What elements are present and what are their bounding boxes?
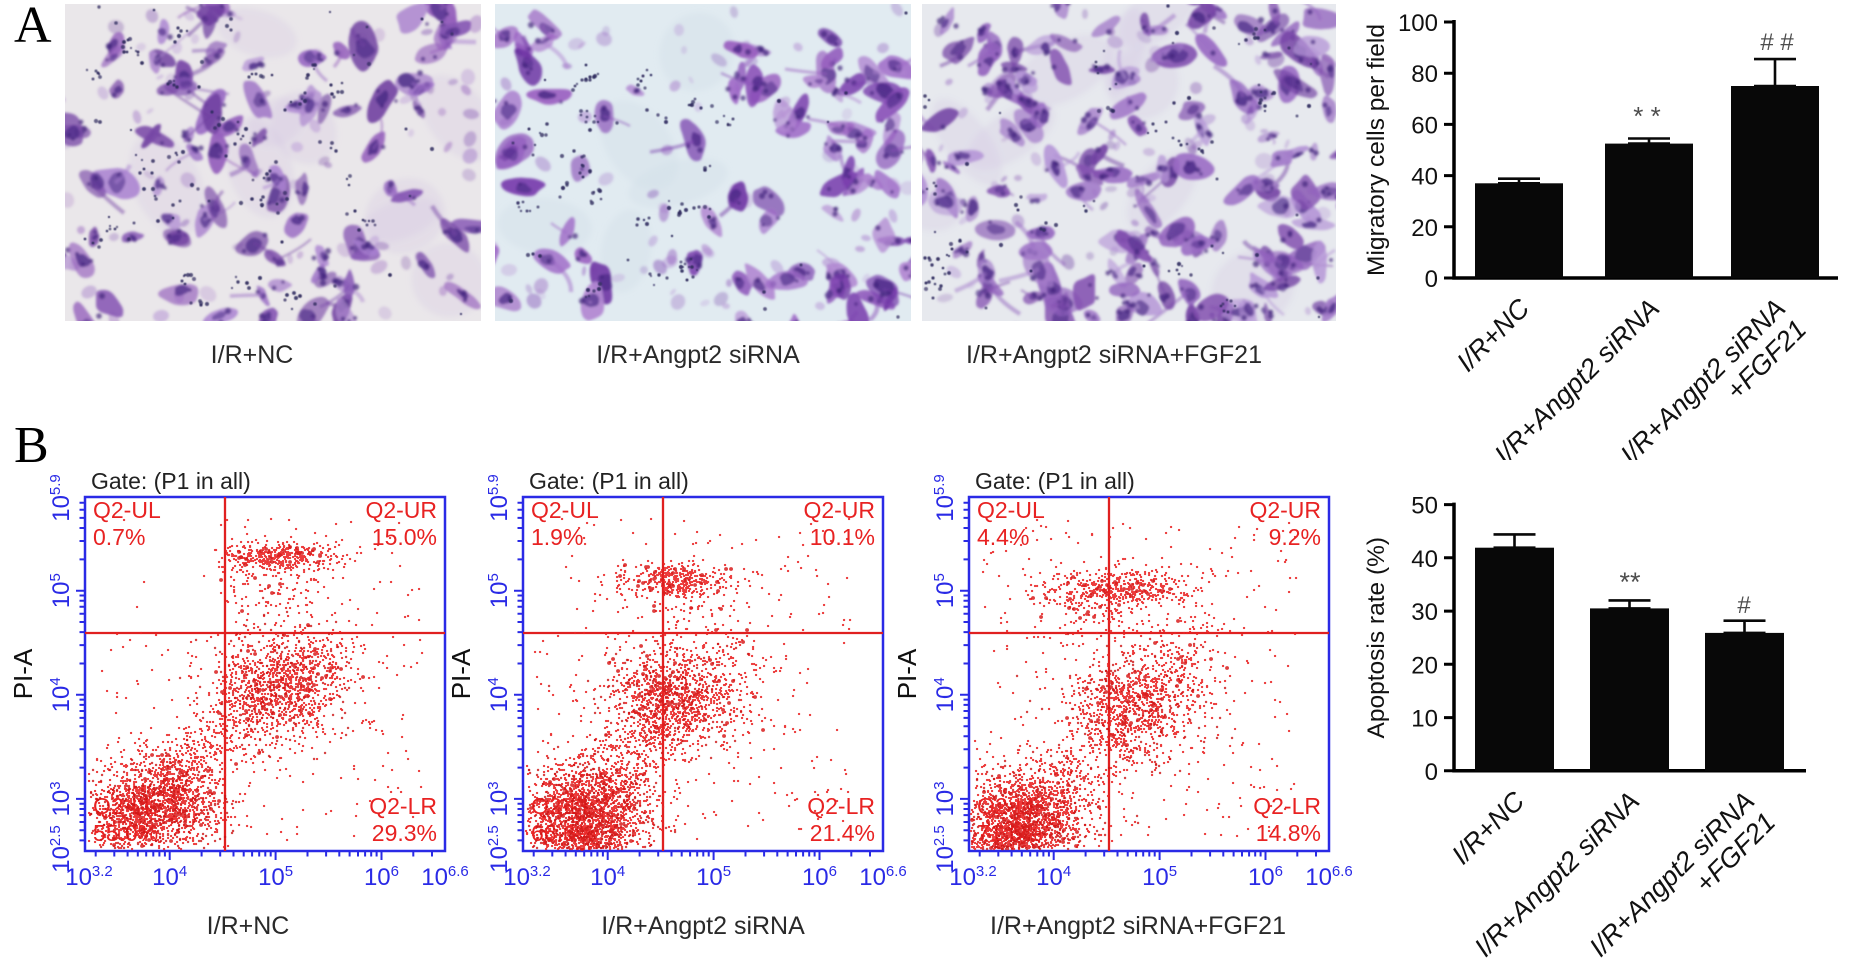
svg-text:105: 105 bbox=[696, 863, 731, 891]
svg-text:102.5: 102.5 bbox=[485, 825, 513, 873]
svg-text:20: 20 bbox=[1411, 652, 1438, 679]
svg-text:Q2-UR: Q2-UR bbox=[1249, 497, 1321, 523]
svg-text:103.2: 103.2 bbox=[65, 863, 113, 891]
svg-text:104: 104 bbox=[485, 677, 513, 712]
svg-text:Q2-UR: Q2-UR bbox=[365, 497, 437, 523]
svg-text:Q2-UL: Q2-UL bbox=[93, 497, 161, 523]
svg-text:1.9%: 1.9% bbox=[531, 524, 583, 550]
svg-text:105.9: 105.9 bbox=[931, 474, 959, 522]
svg-text:103: 103 bbox=[485, 781, 513, 816]
svg-text:104: 104 bbox=[152, 863, 187, 891]
svg-text:0: 0 bbox=[1425, 759, 1438, 786]
svg-text:106: 106 bbox=[364, 863, 399, 891]
svg-text:* *: * * bbox=[1633, 101, 1660, 131]
svg-text:104: 104 bbox=[931, 677, 959, 712]
svg-text:60: 60 bbox=[1411, 112, 1438, 139]
svg-text:Q2-LR: Q2-LR bbox=[1253, 793, 1321, 819]
svg-text:106: 106 bbox=[802, 863, 837, 891]
svg-text:106.6: 106.6 bbox=[859, 863, 907, 891]
svg-text:105: 105 bbox=[485, 573, 513, 608]
svg-text:30: 30 bbox=[1411, 599, 1438, 626]
svg-text:0.7%: 0.7% bbox=[93, 524, 145, 550]
svg-text:15.0%: 15.0% bbox=[372, 524, 437, 550]
svg-text:104: 104 bbox=[1036, 863, 1071, 891]
svg-text:Gate: (P1 in all): Gate: (P1 in all) bbox=[529, 468, 689, 494]
svg-text:106: 106 bbox=[1248, 863, 1283, 891]
svg-text:Q2-UL: Q2-UL bbox=[977, 497, 1045, 523]
svg-text:Migratory cells per field: Migratory cells per field bbox=[1363, 24, 1390, 276]
svg-text:PI-A: PI-A bbox=[8, 648, 38, 699]
svg-text:104: 104 bbox=[47, 677, 75, 712]
svg-text:50: 50 bbox=[1411, 493, 1438, 520]
svg-text:105: 105 bbox=[1142, 863, 1177, 891]
svg-text:105: 105 bbox=[258, 863, 293, 891]
svg-text:105.9: 105.9 bbox=[47, 474, 75, 522]
svg-text:I/R+NC: I/R+NC bbox=[1446, 785, 1531, 870]
svg-text:100: 100 bbox=[1398, 10, 1438, 37]
svg-text:Q2-UL: Q2-UL bbox=[531, 497, 599, 523]
svg-text:PI-A: PI-A bbox=[892, 648, 922, 699]
svg-text:#: # bbox=[1737, 592, 1751, 619]
svg-text:103: 103 bbox=[47, 781, 75, 816]
svg-text:Q2-LR: Q2-LR bbox=[369, 793, 437, 819]
svg-text:Q2-LR: Q2-LR bbox=[807, 793, 875, 819]
svg-text:106.6: 106.6 bbox=[1305, 863, 1353, 891]
svg-text:Gate: (P1 in all): Gate: (P1 in all) bbox=[91, 468, 251, 494]
svg-text:103.2: 103.2 bbox=[949, 863, 997, 891]
svg-text:9.2%: 9.2% bbox=[1269, 524, 1321, 550]
svg-text:102.5: 102.5 bbox=[47, 825, 75, 873]
svg-text:I/R+NC: I/R+NC bbox=[1451, 293, 1536, 378]
svg-text:105: 105 bbox=[47, 573, 75, 608]
svg-text:40: 40 bbox=[1411, 164, 1438, 191]
svg-text:40: 40 bbox=[1411, 546, 1438, 573]
svg-text:# #: # # bbox=[1760, 29, 1794, 56]
svg-text:10.1%: 10.1% bbox=[810, 524, 875, 550]
svg-text:**: ** bbox=[1619, 567, 1641, 597]
svg-text:4.4%: 4.4% bbox=[977, 524, 1029, 550]
svg-text:102.5: 102.5 bbox=[931, 825, 959, 873]
svg-text:105: 105 bbox=[931, 573, 959, 608]
svg-text:0: 0 bbox=[1425, 266, 1438, 293]
svg-text:104: 104 bbox=[590, 863, 625, 891]
svg-text:103: 103 bbox=[931, 781, 959, 816]
svg-text:10: 10 bbox=[1411, 706, 1438, 733]
svg-text:Gate: (P1 in all): Gate: (P1 in all) bbox=[975, 468, 1135, 494]
svg-text:103.2: 103.2 bbox=[503, 863, 551, 891]
svg-text:14.8%: 14.8% bbox=[1256, 820, 1321, 846]
svg-text:106.6: 106.6 bbox=[421, 863, 469, 891]
svg-text:29.3%: 29.3% bbox=[372, 820, 437, 846]
svg-text:21.4%: 21.4% bbox=[810, 820, 875, 846]
svg-text:Apoptosis rate (%): Apoptosis rate (%) bbox=[1363, 537, 1390, 739]
svg-text:Q2-UR: Q2-UR bbox=[803, 497, 875, 523]
svg-text:PI-A: PI-A bbox=[446, 648, 476, 699]
svg-text:105.9: 105.9 bbox=[485, 474, 513, 522]
svg-text:20: 20 bbox=[1411, 215, 1438, 242]
svg-text:80: 80 bbox=[1411, 61, 1438, 88]
